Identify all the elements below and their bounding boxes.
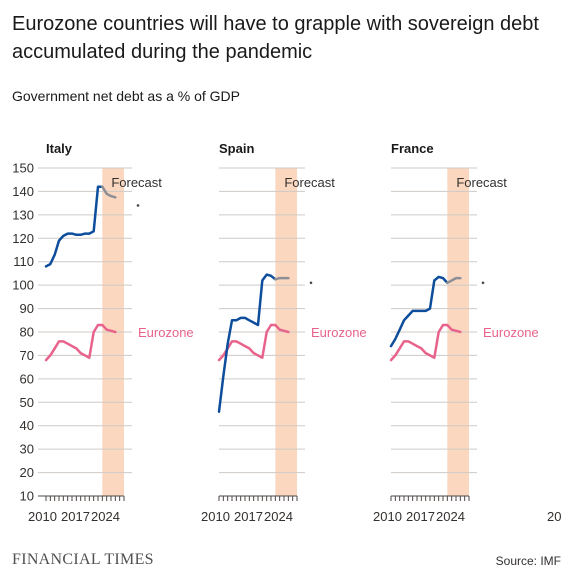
x-tick-label: 2017 xyxy=(234,509,263,524)
x-tick-label: 2010 xyxy=(373,509,402,524)
y-tick-label: 140 xyxy=(12,184,34,199)
x-tick-label: 2010 xyxy=(28,509,57,524)
country-line xyxy=(217,273,277,413)
eurozone-line xyxy=(389,323,462,362)
end-marker-dot xyxy=(136,204,140,207)
x-tick-label: 2010 xyxy=(201,509,230,524)
small-multiples-chart: 10 20 30 40 50 60 70 80 90 100 110 120 130 140 150 Ital… xyxy=(12,141,561,524)
eurozone-line xyxy=(44,323,117,362)
y-tick-label: 100 xyxy=(12,278,34,293)
x-tick-label-extra: 20 xyxy=(547,509,561,524)
x-tick-label: 2024 xyxy=(436,509,465,524)
y-tick-label: 30 xyxy=(20,442,34,457)
country-line xyxy=(44,185,104,268)
panel-title: France xyxy=(391,141,434,156)
x-tick-label: 2017 xyxy=(61,509,90,524)
panel-title: Italy xyxy=(46,141,73,156)
eurozone-label: Eurozone xyxy=(483,325,539,340)
end-marker-dot xyxy=(481,281,485,285)
eurozone-line xyxy=(217,323,290,362)
x-tick-label: 2024 xyxy=(264,509,293,524)
chart-title: Eurozone countries will have to grapple … xyxy=(12,13,539,63)
x-tick-label: 2024 xyxy=(91,509,120,524)
country-line xyxy=(389,275,449,348)
source-note: Source: IMF xyxy=(495,554,561,568)
panel-title: Spain xyxy=(219,141,254,156)
eurozone-label: Eurozone xyxy=(138,325,194,340)
forecast-label: Forecast xyxy=(111,175,162,190)
y-tick-label: 110 xyxy=(13,254,34,269)
y-tick-label: 70 xyxy=(20,348,34,363)
ft-logo: FINANCIAL TIMES xyxy=(12,551,154,568)
y-tick-label: 130 xyxy=(12,207,34,222)
y-tick-label: 40 xyxy=(20,418,34,433)
end-marker-dot xyxy=(309,281,313,285)
country-forecast-line xyxy=(446,276,462,285)
forecast-label: Forecast xyxy=(284,175,335,190)
eurozone-label: Eurozone xyxy=(311,325,367,340)
chart-subtitle: Government net debt as a % of GDP xyxy=(12,88,241,104)
y-tick-label: 10 xyxy=(20,489,34,504)
y-tick-label: 120 xyxy=(12,231,34,246)
y-tick-label: 50 xyxy=(20,395,34,410)
country-forecast-line xyxy=(101,185,117,199)
forecast-label: Forecast xyxy=(456,175,507,190)
y-tick-label: 90 xyxy=(20,301,34,316)
y-tick-label: 20 xyxy=(20,465,34,480)
y-tick-label: 80 xyxy=(20,325,34,340)
y-tick-label: 60 xyxy=(20,371,34,386)
x-tick-label: 2017 xyxy=(406,509,435,524)
y-tick-label: 150 xyxy=(12,161,34,176)
country-forecast-line xyxy=(274,276,290,281)
